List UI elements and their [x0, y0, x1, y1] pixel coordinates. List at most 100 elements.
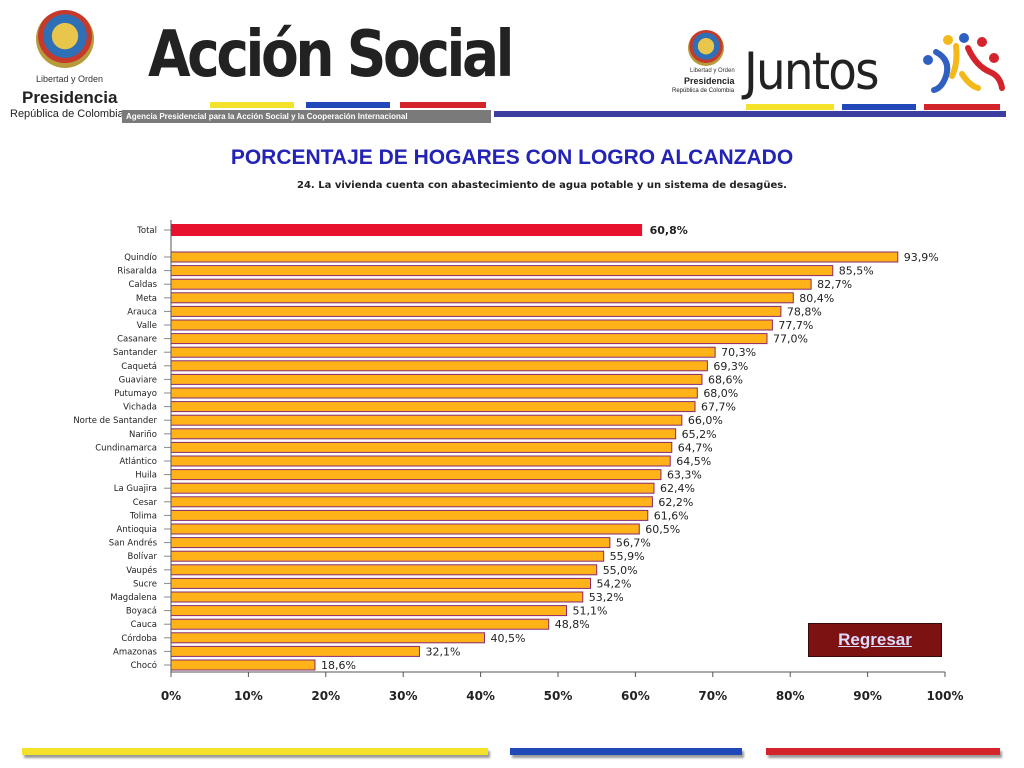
x-tick-label: 30% [389, 689, 418, 703]
category-label: Casanare [117, 335, 157, 345]
bar [170, 591, 584, 603]
value-label: 53,2% [589, 591, 624, 604]
category-label: Nariño [129, 430, 157, 440]
footer-stripe-red [766, 748, 1000, 755]
juntos-figures-icon [923, 33, 1005, 93]
category-label: Putumayo [114, 389, 157, 399]
value-label: 69,3% [713, 360, 748, 373]
stripe-red [400, 102, 486, 108]
category-label: Santander [113, 348, 158, 358]
total-bar [170, 224, 643, 236]
category-label: Antioquia [117, 525, 157, 535]
coat-of-arms-small-icon [688, 30, 724, 66]
value-label: 32,1% [425, 645, 460, 658]
bar [170, 537, 611, 549]
category-label: Vaupés [126, 565, 157, 576]
stripe-yellow [210, 102, 294, 108]
category-label: Huila [135, 471, 157, 481]
category-label: San Andrés [109, 538, 158, 549]
bar [170, 360, 708, 372]
value-label: 56,7% [616, 537, 651, 550]
value-label: 67,7% [701, 401, 736, 414]
value-label: 85,5% [839, 265, 874, 278]
bar [170, 414, 683, 426]
right-republica: República de Colombia [672, 88, 735, 94]
value-label: 80,4% [799, 292, 834, 305]
bar [170, 469, 662, 481]
category-label: Vichada [123, 403, 157, 413]
x-tick-label: 20% [311, 689, 340, 703]
x-tick-label: 90% [853, 689, 882, 703]
left-lema: Libertad y Orden [36, 74, 104, 84]
stripe-blue [306, 102, 390, 108]
value-label: 55,9% [610, 550, 645, 563]
bar [170, 564, 598, 576]
value-label: 64,5% [676, 455, 711, 468]
bar [170, 550, 605, 562]
bar [170, 387, 698, 399]
value-label: 51,1% [573, 605, 608, 618]
x-tick-label: 70% [698, 689, 727, 703]
value-label: 78,8% [787, 305, 822, 318]
footer-stripe-yellow [22, 748, 488, 755]
value-label: 63,3% [667, 469, 702, 482]
x-tick-label: 0% [161, 689, 181, 703]
regresar-button[interactable]: Regresar [808, 623, 942, 657]
bar [170, 292, 794, 304]
category-label: Tolima [129, 511, 157, 521]
value-label: 82,7% [817, 278, 852, 291]
category-label: Atlántico [119, 457, 157, 467]
category-label: Guaviare [119, 375, 157, 385]
value-label: 77,0% [773, 333, 808, 346]
total-category-label: Total [136, 226, 157, 236]
bar [170, 373, 703, 385]
value-label: 55,0% [603, 564, 638, 577]
bar [170, 645, 420, 657]
category-label: Boyacá [126, 607, 157, 617]
category-label: Chocó [131, 660, 157, 671]
bar [170, 605, 568, 617]
bar [170, 659, 316, 671]
category-label: Cesar [133, 498, 158, 508]
juntos-logo: Juntos [744, 42, 879, 102]
stripe-red-right [924, 104, 1000, 110]
stripe-blue-right [842, 104, 916, 110]
value-label: 65,2% [682, 428, 717, 441]
bar [170, 618, 550, 630]
bar [170, 428, 677, 440]
footer-stripe-blue [510, 748, 742, 755]
value-label: 54,2% [597, 577, 632, 590]
coat-of-arms-icon [36, 10, 94, 68]
bar [170, 305, 782, 317]
value-label: 68,6% [708, 373, 743, 386]
value-label: 62,2% [658, 496, 693, 509]
bar [170, 455, 671, 467]
category-label: Córdoba [121, 633, 157, 644]
header: Libertad y Orden Presidencia República d… [0, 0, 1024, 130]
category-label: La Guajira [114, 484, 157, 494]
left-presidencia: Presidencia [22, 88, 118, 107]
value-label: 18,6% [321, 659, 356, 672]
bar [170, 496, 653, 508]
value-label: 66,0% [688, 414, 723, 427]
category-label: Caquetá [121, 362, 157, 372]
category-label: Valle [137, 321, 157, 331]
category-label: Norte de Santander [73, 416, 157, 426]
x-tick-label: 60% [621, 689, 650, 703]
category-label: Quindío [124, 253, 157, 263]
x-tick-label: 50% [544, 689, 573, 703]
category-label: Caldas [128, 280, 157, 290]
category-label: Bolívar [128, 552, 158, 562]
value-label: 60,5% [645, 523, 680, 536]
page-title: PORCENTAJE DE HOGARES CON LOGRO ALCANZAD… [230, 146, 794, 169]
value-label: 77,7% [778, 319, 813, 332]
category-label: Meta [136, 294, 157, 304]
accion-social-logo: Acción Social [148, 18, 515, 92]
value-label: 62,4% [660, 482, 695, 495]
category-label: Risaralda [117, 267, 157, 277]
bar [170, 509, 649, 521]
bar [170, 632, 485, 644]
agency-bar: Agencia Presidencial para la Acción Soci… [122, 110, 491, 123]
category-label: Magdalena [110, 593, 157, 603]
